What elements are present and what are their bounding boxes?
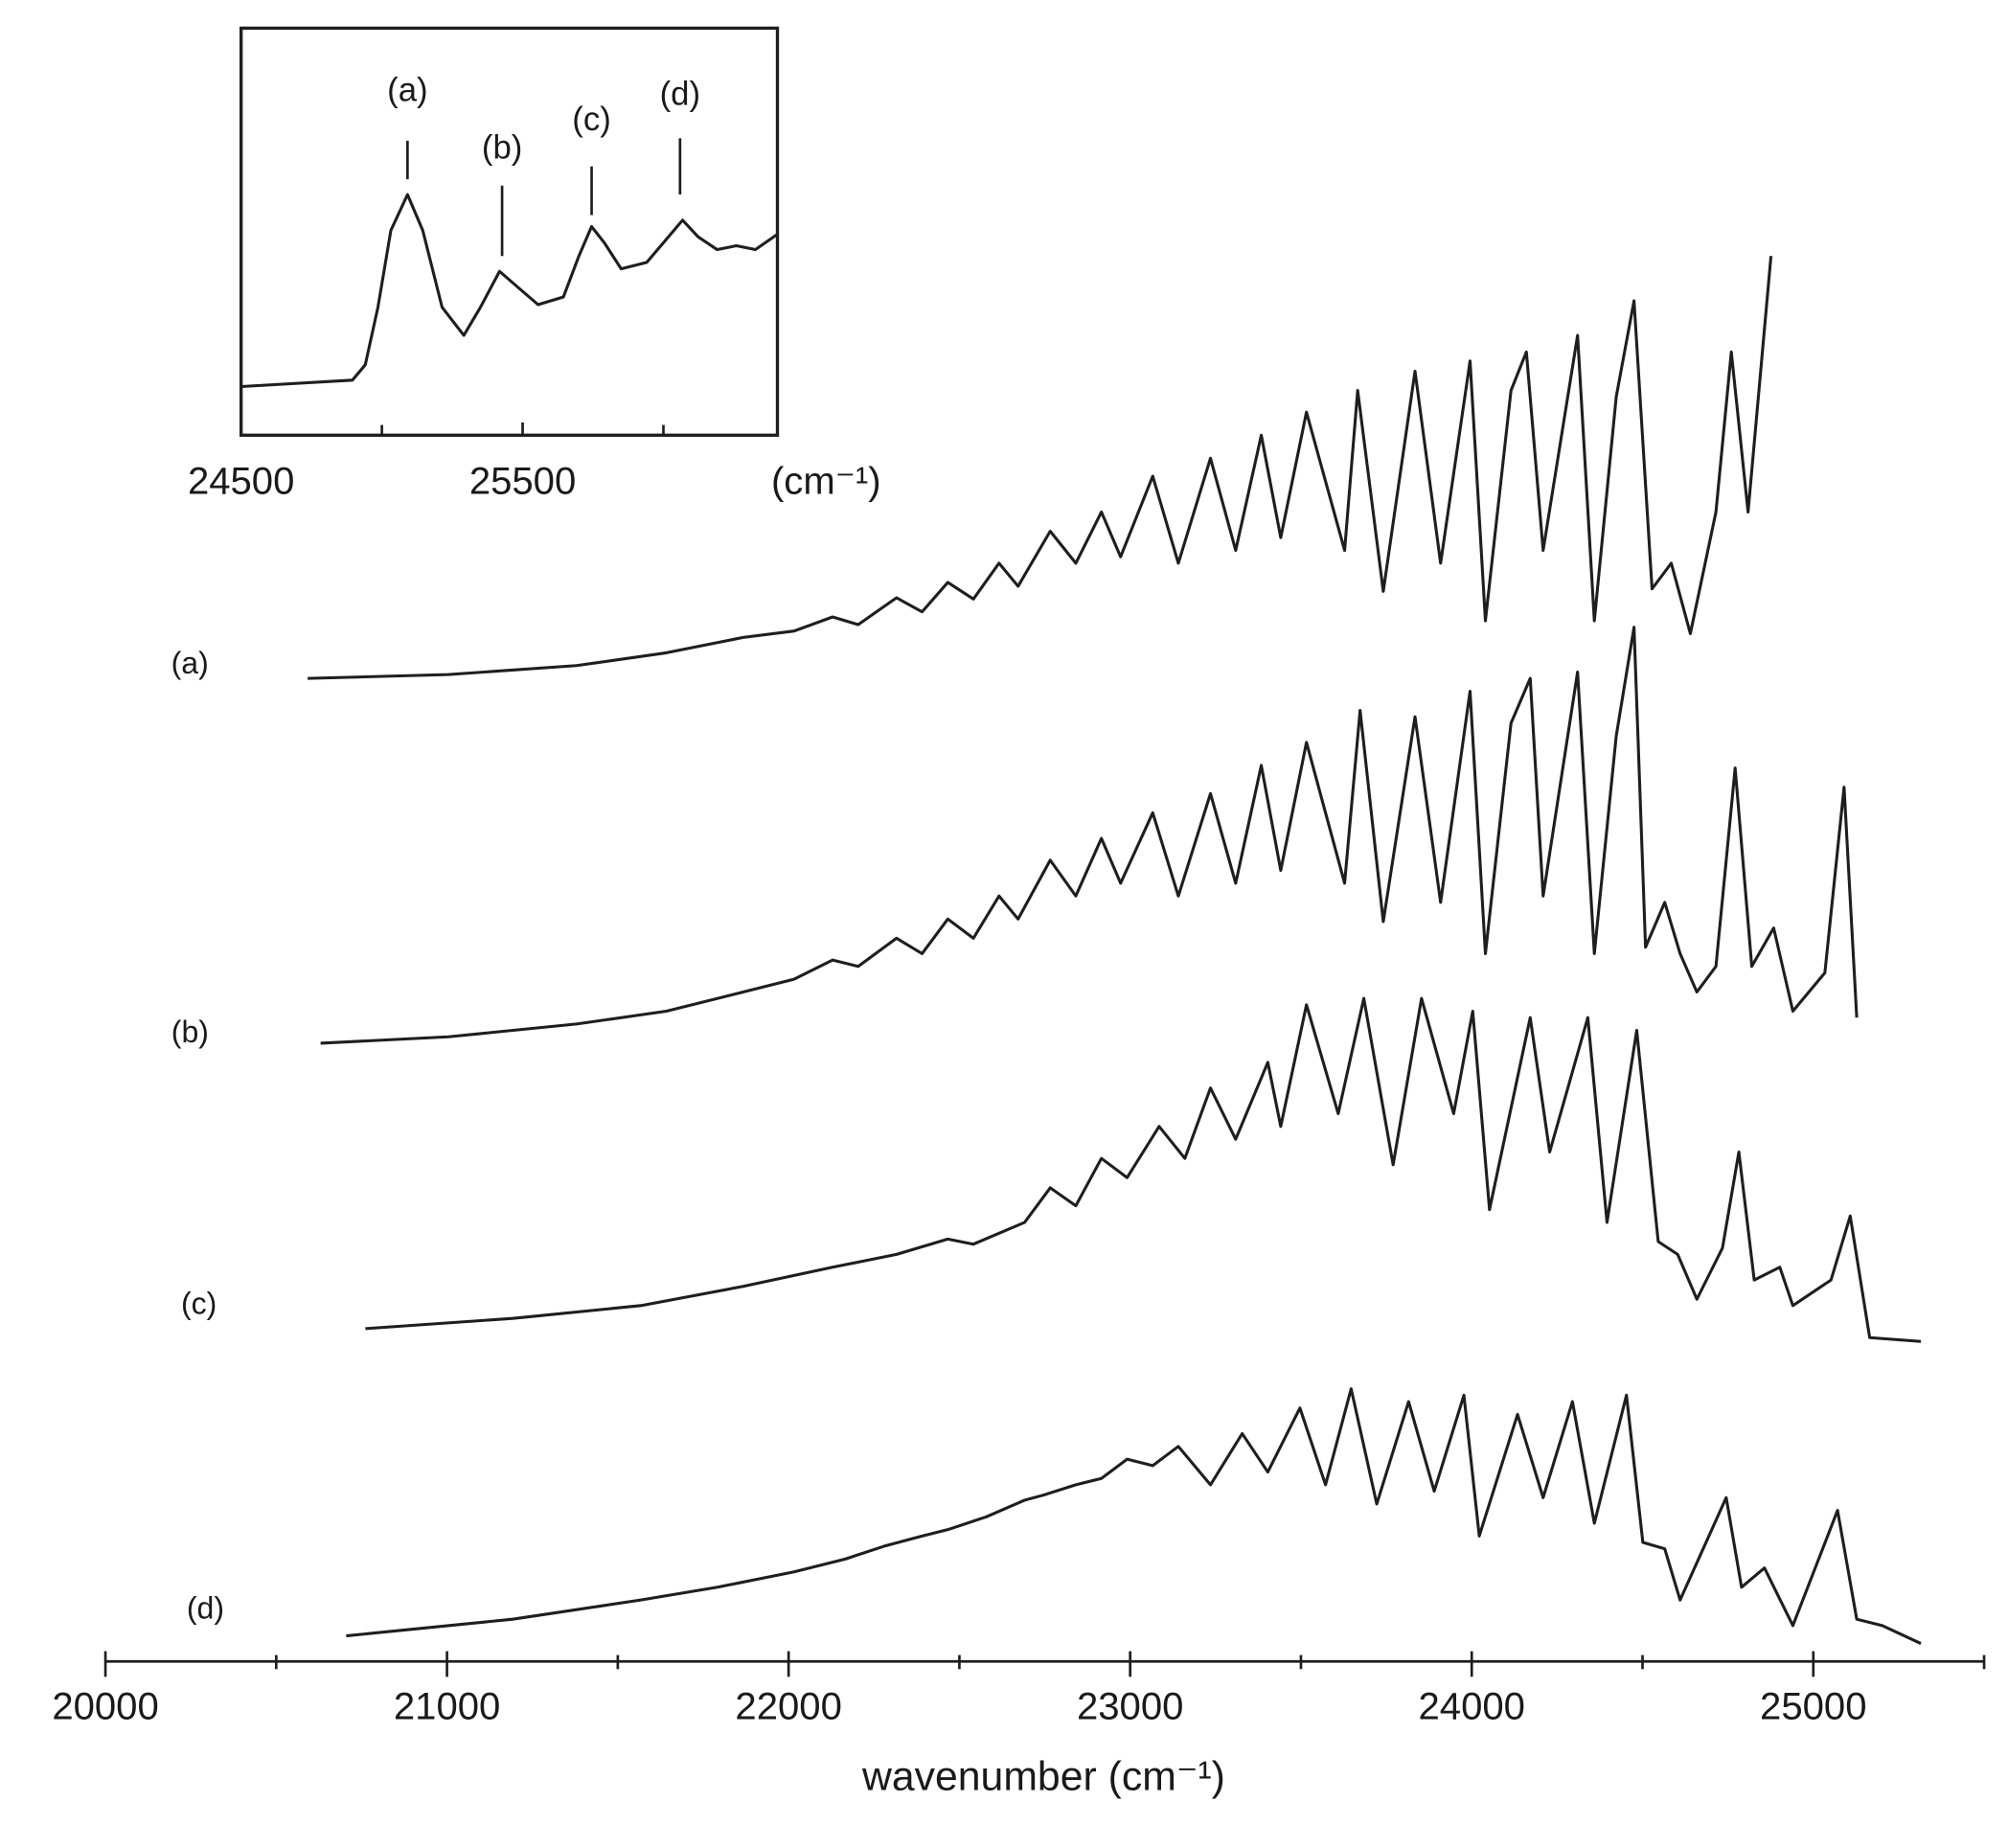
x-axis-label: wavenumber (cm⁻¹): [861, 1753, 1225, 1799]
inset-x-axis-label: (cm⁻¹): [771, 461, 881, 503]
x-tick-label: 20000: [52, 1685, 158, 1727]
spectrum-trace: [240, 193, 779, 389]
trace-label: (c): [181, 1286, 217, 1320]
spectrum-trace: [365, 996, 1922, 1343]
peak-label: (d): [660, 76, 700, 112]
spectrum-trace: [320, 626, 1859, 1045]
peak-label: (b): [482, 129, 522, 166]
spectrum-trace: [346, 1387, 1922, 1645]
x-tick-label: 25500: [469, 461, 576, 503]
trace-label: (d): [187, 1590, 224, 1625]
x-tick-label: 24500: [188, 461, 294, 503]
x-tick-label: 25000: [1760, 1685, 1866, 1727]
inset-frame: [240, 26, 780, 437]
trace-label: (b): [171, 1015, 209, 1049]
x-tick-label: 21000: [394, 1685, 500, 1727]
x-tick-label: 24000: [1419, 1685, 1525, 1727]
x-tick-label: 23000: [1077, 1685, 1183, 1727]
trace-label: (a): [171, 646, 209, 680]
spectrum-trace: [308, 256, 1773, 680]
peak-label: (a): [387, 72, 427, 108]
peak-label: (c): [572, 102, 610, 138]
x-tick-label: 22000: [735, 1685, 841, 1727]
